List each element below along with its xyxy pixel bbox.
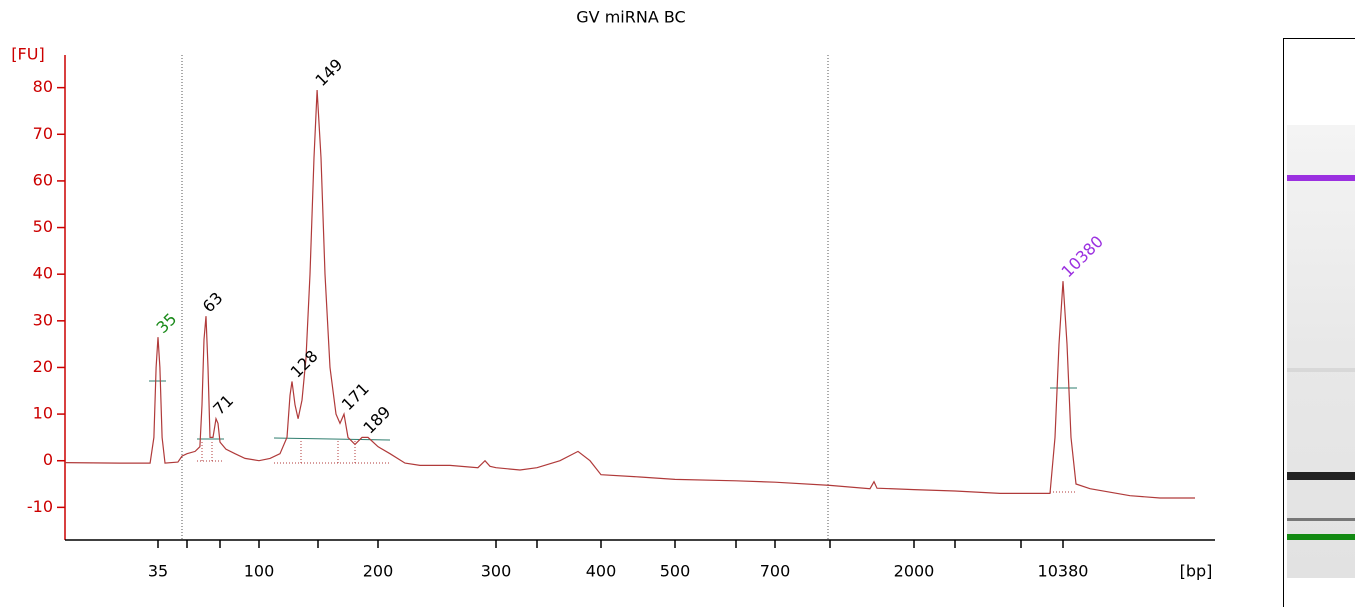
gel-lane (1284, 39, 1355, 608)
peak-label: 71 (209, 391, 237, 419)
x-tick-label: 700 (760, 562, 791, 581)
y-tick-label: 30 (33, 310, 53, 329)
y-tick-label: 40 (33, 264, 53, 283)
x-axis-label: [bp] (1180, 562, 1213, 581)
y-tick-label: 20 (33, 357, 53, 376)
peak-region-lines (149, 381, 1077, 440)
x-tick-label: 10380 (1038, 562, 1089, 581)
y-tick-label: 80 (33, 77, 53, 96)
peak-baselines (197, 440, 1077, 492)
y-tick-label: 60 (33, 170, 53, 189)
x-tick-label: 200 (363, 562, 394, 581)
gel-band-upper-marker (1287, 175, 1355, 181)
x-tick-label: 400 (586, 562, 617, 581)
peak-label: 63 (199, 288, 227, 316)
y-axis-label: [FU] (11, 45, 44, 64)
y-tick-label: -10 (27, 497, 53, 516)
chart-title: GV miRNA BC (576, 8, 685, 27)
x-tick-label: 500 (660, 562, 691, 581)
peak-label: 128 (287, 346, 322, 381)
peak-region-line (274, 438, 390, 440)
y-tick-label: 10 (33, 404, 53, 423)
y-tick-label: 70 (33, 124, 53, 143)
x-tick-label: 2000 (894, 562, 935, 581)
gel-band (1287, 368, 1355, 372)
x-tick-label: 35 (148, 562, 168, 581)
peak-baseline (197, 440, 390, 463)
gel-band-lower-marker (1287, 534, 1355, 540)
peak-label: 10380 (1058, 232, 1107, 281)
gel-band (1287, 472, 1355, 480)
peak-label: 189 (359, 402, 394, 437)
gel-band (1287, 518, 1355, 521)
x-tick-label: 300 (481, 562, 512, 581)
peak-label: 35 (153, 309, 181, 337)
peak-label: 171 (338, 379, 373, 414)
x-tick-label: 100 (244, 562, 275, 581)
trace (65, 90, 1195, 498)
gel-background (1287, 125, 1355, 578)
y-tick-label: 50 (33, 217, 53, 236)
peak-label: 149 (311, 55, 346, 90)
y-tick-label: 0 (43, 450, 53, 469)
